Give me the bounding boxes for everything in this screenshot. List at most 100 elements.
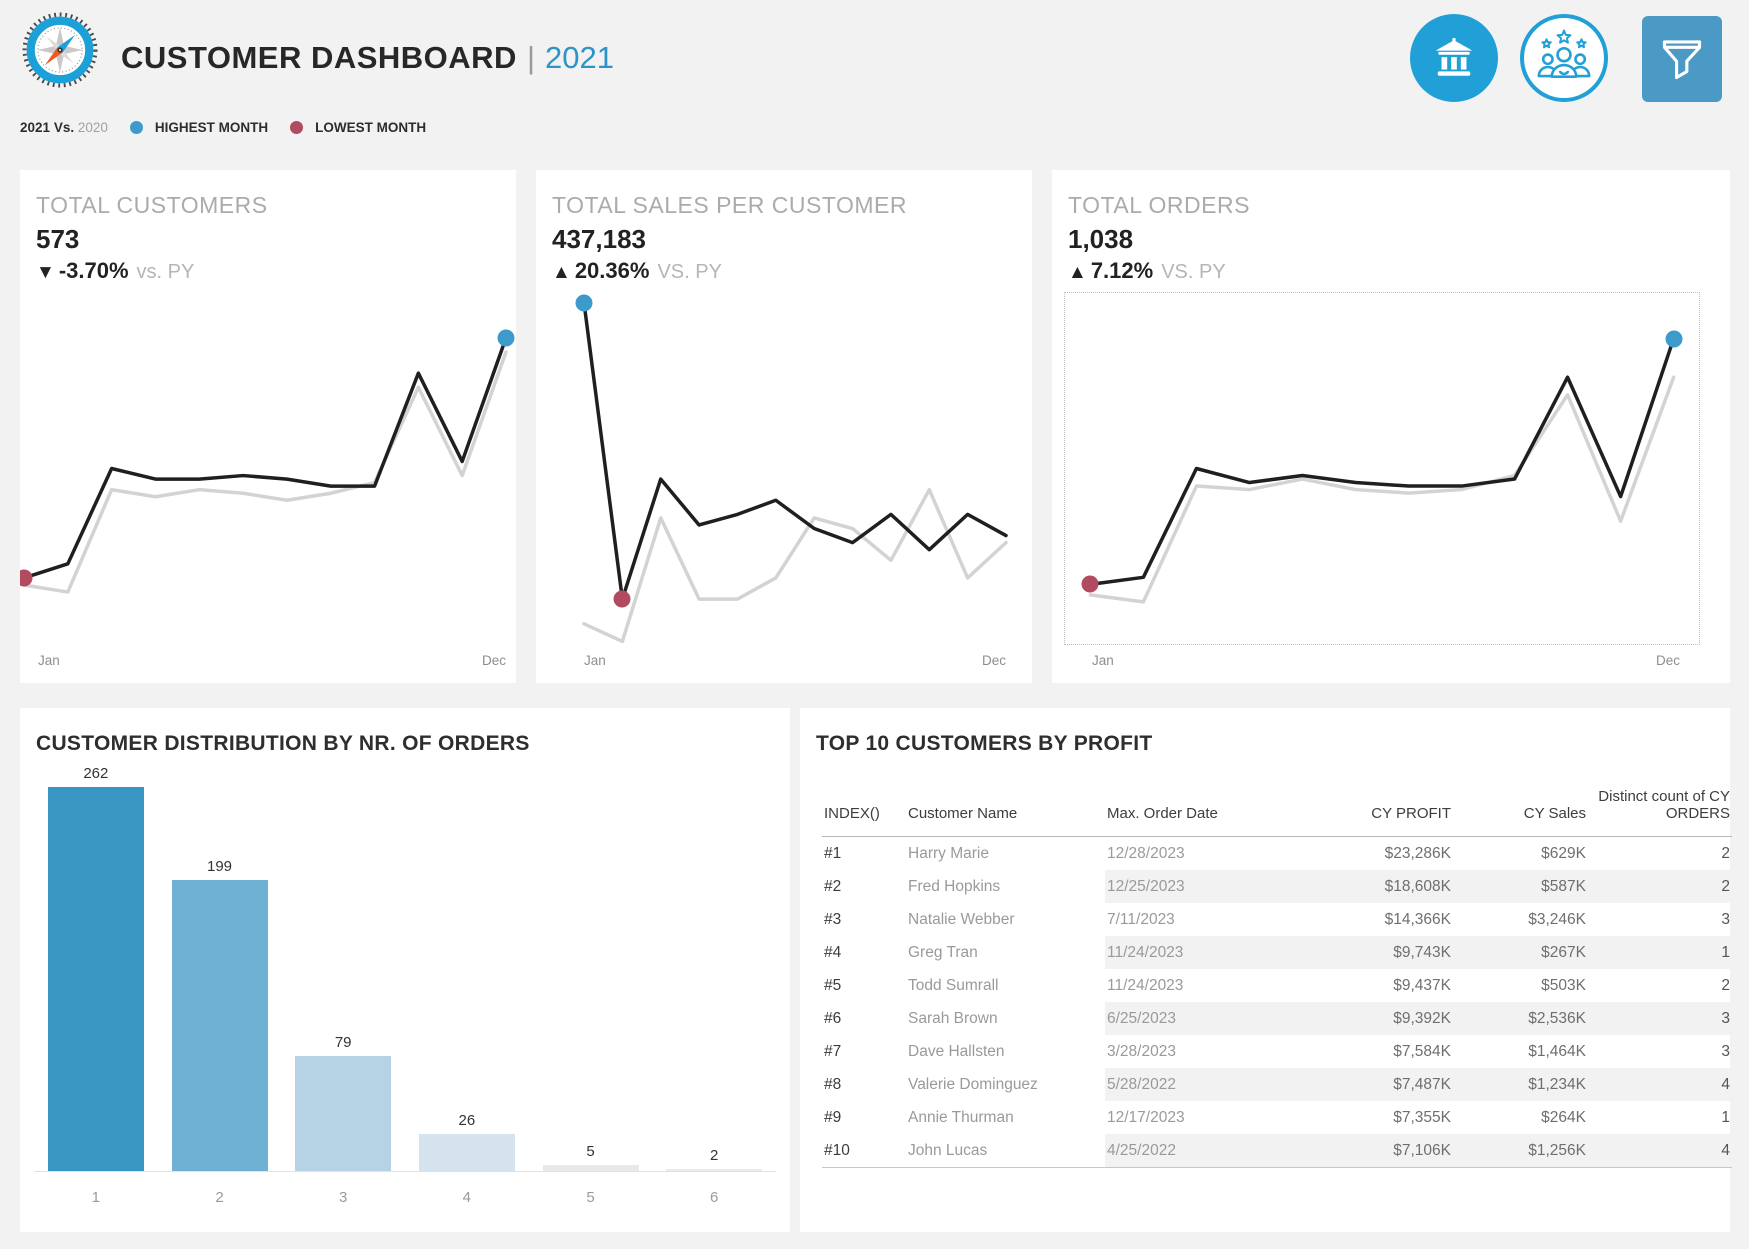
lowest-month-dot[interactable]: [1081, 575, 1099, 593]
lowest-month-dot[interactable]: [20, 569, 33, 587]
highest-month-legend-dot: [129, 121, 143, 134]
table-row-9[interactable]: #9 Annie Thurman 12/17/2023 $7,355K $264K 1: [822, 1101, 1732, 1134]
cell: #4: [824, 943, 842, 961]
bar-x-axis-labels: 1 2 3 4 5 6: [34, 1189, 776, 1206]
lowest-month-legend-dot: [290, 121, 304, 134]
column-header-4: CY Sales: [1453, 780, 1588, 837]
bar-x-label-1: 1: [91, 1189, 100, 1206]
filter-button[interactable]: [1642, 16, 1722, 102]
kpi-value: 573: [36, 224, 80, 254]
kpi-card-total-sales-per-customer: TOTAL SALES PER CUSTOMER 437,183 ▲ 20.36%…: [536, 170, 1032, 683]
table-row-1[interactable]: #1 Harry Marie 12/28/2023 $23,286K $629K 2: [822, 837, 1732, 871]
column-header-0: INDEX(): [822, 780, 906, 837]
kpi-title: TOTAL SALES PER CUSTOMER: [552, 192, 907, 218]
table-row-6[interactable]: #6 Sarah Brown 6/25/2023 $9,392K $2,536K 3: [822, 1002, 1732, 1035]
cell: $7,355K: [1393, 1108, 1451, 1126]
delta-value: 20.36%: [574, 258, 650, 283]
legend-compare: 2021 Vs. 2020: [20, 120, 108, 135]
title-year: 2021: [545, 40, 614, 75]
spark-line-2021: [584, 303, 1006, 600]
bar-4[interactable]: [418, 1134, 515, 1172]
bar-value-label: 5: [586, 1143, 595, 1160]
total-customers-sparkline[interactable]: [20, 292, 515, 645]
dashboard-title: CUSTOMER DASHBOARD: [121, 40, 517, 75]
customers-icon: [1533, 25, 1595, 92]
lowest-month-dot[interactable]: [613, 590, 631, 608]
bar-slot-5: 5: [529, 1143, 653, 1172]
cell: $587K: [1453, 870, 1588, 903]
cell: $264K: [1541, 1108, 1586, 1126]
cell: 4/25/2022: [1105, 1134, 1279, 1168]
bar-slot-3: 79: [281, 1034, 405, 1172]
spark-line-2020: [584, 490, 1006, 642]
cell: #8: [824, 1075, 842, 1093]
cell: $1,256K: [1453, 1134, 1588, 1168]
table-header-row: INDEX() Customer Name Max. Order Date CY PR…: [822, 780, 1732, 837]
bar-6[interactable]: [666, 1169, 763, 1172]
cell: $267K: [1453, 936, 1588, 969]
cell: $2,536K: [1453, 1002, 1588, 1035]
cell: Dave Hallsten: [908, 1042, 1005, 1060]
spark-line-2021: [1090, 339, 1673, 585]
column-header-3: CY PROFIT: [1279, 780, 1453, 837]
cell: $9,437K: [1393, 976, 1451, 994]
bar-chart-title: CUSTOMER DISTRIBUTION BY NR. OF ORDERS: [36, 732, 530, 755]
highest-month-dot[interactable]: [1665, 330, 1683, 348]
table-row-3[interactable]: #3 Natalie Webber 7/11/2023 $14,366K $3,246K…: [822, 903, 1732, 936]
table-row-8[interactable]: #8 Valerie Dominguez 5/28/2022 $7,487K $1,23…: [822, 1068, 1732, 1101]
column-header-2: Max. Order Date: [1105, 780, 1279, 837]
total-sales-per-customer-sparkline[interactable]: [575, 292, 1006, 645]
cell: #5: [824, 976, 842, 994]
highest-month-dot[interactable]: [575, 294, 593, 312]
cell: 12/25/2023: [1105, 870, 1279, 903]
x-axis: Jan Dec: [584, 653, 1006, 671]
table-row-5[interactable]: #5 Todd Sumrall 11/24/2023 $9,437K $503K 2: [822, 969, 1732, 1002]
cell: $1,464K: [1528, 1042, 1586, 1060]
cell: 12/17/2023: [1107, 1108, 1185, 1126]
customers-button[interactable]: [1520, 14, 1608, 102]
x-axis-start: Jan: [1092, 653, 1114, 668]
cell: Harry Marie: [908, 844, 989, 862]
cell: 3: [1588, 1002, 1732, 1035]
bar-1[interactable]: [47, 787, 144, 1172]
kpi-delta: ▲ 20.36% VS. PY: [552, 258, 722, 284]
cell: 3/28/2023: [1107, 1042, 1176, 1060]
x-axis: Jan Dec: [1064, 653, 1700, 671]
cell: #3: [824, 910, 842, 928]
table-row-4[interactable]: #4 Greg Tran 11/24/2023 $9,743K $267K 1: [822, 936, 1732, 969]
bar-3[interactable]: [295, 1056, 392, 1172]
cell: $7,487K: [1279, 1068, 1453, 1101]
cell: #6: [824, 1009, 842, 1027]
x-axis-end: Dec: [1655, 653, 1680, 668]
cell: $629K: [1541, 844, 1586, 862]
bar-value-label: 26: [458, 1112, 476, 1129]
legend-current-year: 2021: [20, 120, 51, 135]
cell: 1: [1588, 936, 1732, 969]
column-header-5: Distinct count of CY ORDERS: [1588, 780, 1732, 837]
legend-vs: Vs.: [53, 120, 75, 135]
table-row-7[interactable]: #7 Dave Hallsten 3/28/2023 $7,584K $1,464K 3: [822, 1035, 1732, 1068]
top-customers-table: INDEX() Customer Name Max. Order Date CY PR…: [822, 780, 1732, 1168]
bar-plot: 262 199 79 26 5 2: [34, 765, 776, 1172]
highest-month-dot[interactable]: [497, 329, 515, 347]
cell: 7/11/2023: [1107, 910, 1175, 928]
cell: Greg Tran: [908, 943, 978, 961]
bar-2[interactable]: [171, 880, 268, 1172]
cell: Todd Sumrall: [908, 976, 999, 994]
page-title: CUSTOMER DASHBOARD | 2021: [121, 40, 614, 76]
spark-line-2020: [1090, 377, 1673, 602]
cell: $18,608K: [1279, 870, 1453, 903]
delta-up-icon: ▲: [552, 262, 571, 283]
title-separator: |: [526, 40, 536, 75]
table-row-10[interactable]: #10 John Lucas 4/25/2022 $7,106K $1,256K 4: [822, 1134, 1732, 1168]
highest-month-legend-label: HIGHEST MONTH: [154, 120, 269, 135]
total-orders-sparkline[interactable]: [1064, 292, 1700, 645]
cell: 3: [1721, 910, 1730, 928]
cell: $1,234K: [1453, 1068, 1588, 1101]
cell: Natalie Webber: [908, 910, 1015, 928]
bank-button[interactable]: [1410, 14, 1498, 102]
table-row-2[interactable]: #2 Fred Hopkins 12/25/2023 $18,608K $587K 2: [822, 870, 1732, 903]
bar-5[interactable]: [542, 1165, 639, 1172]
lowest-month-legend-label: LOWEST MONTH: [315, 120, 427, 135]
bar-x-label-6: 6: [710, 1189, 719, 1206]
